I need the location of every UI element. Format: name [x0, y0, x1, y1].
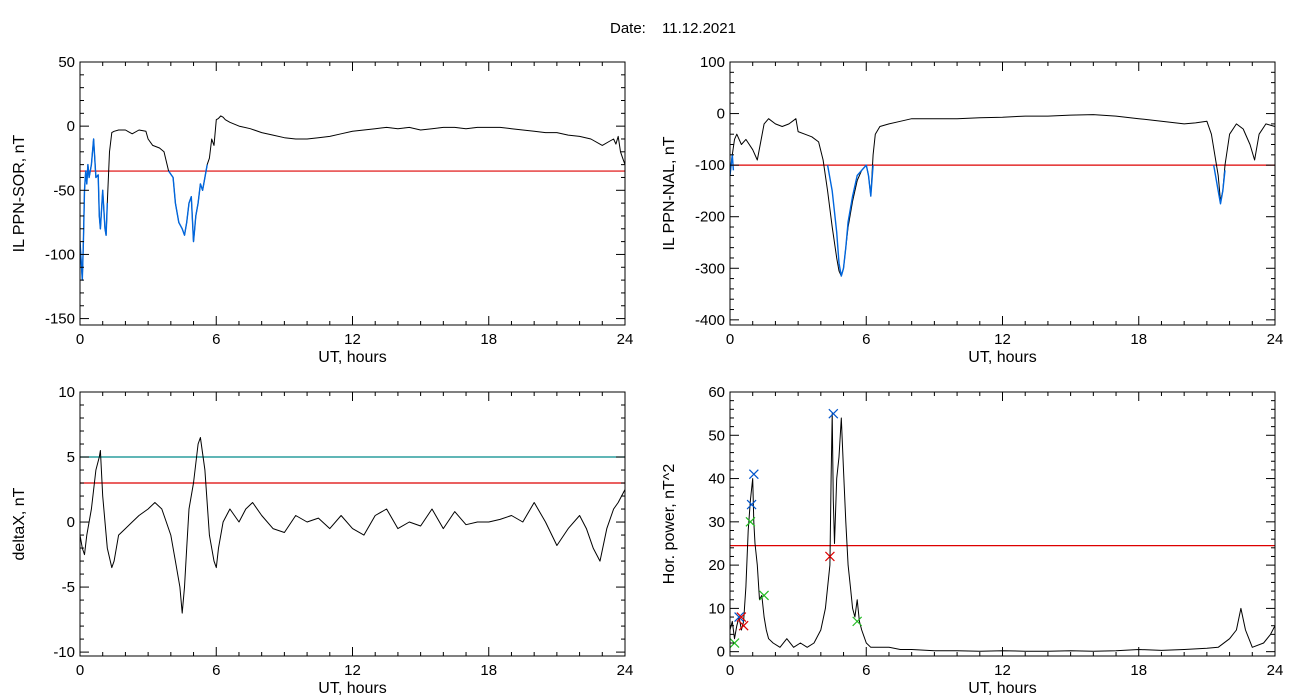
x-tick-label: 6	[862, 662, 870, 679]
marker-x	[824, 551, 835, 562]
plot-frame	[729, 61, 1276, 326]
marker-stroke	[729, 638, 740, 648]
y-tick-label: 0	[67, 118, 75, 135]
y-tick-label: 100	[700, 54, 725, 71]
x-tick-label: 12	[344, 331, 361, 348]
x-tick-label: 6	[212, 662, 220, 679]
x-tick-label: 18	[480, 331, 497, 348]
marker-x	[828, 408, 839, 419]
plot-frame	[729, 391, 1276, 657]
x-axis-title: UT, hours	[968, 680, 1036, 697]
y-tick-label: 10	[708, 600, 725, 617]
panel-hor: 0 6 12 18 24 0 10 20 30 40 50 60 UT, hours Hor. power…	[661, 384, 1283, 697]
x-axis-title: UT, hours	[318, 680, 386, 697]
x-axis-title: UT, hours	[968, 349, 1036, 366]
marker-x	[734, 612, 745, 622]
y-axis-title: IL PPN-SOR, nT	[11, 134, 28, 252]
y-tick-label: 50	[58, 54, 75, 71]
x-tick-label: 0	[726, 662, 734, 679]
marker-stroke	[852, 616, 863, 627]
marker-stroke	[748, 469, 759, 480]
x-tick-label: 24	[1267, 662, 1284, 679]
marker-stroke	[759, 590, 769, 601]
x-tick-label: 24	[617, 662, 634, 679]
series-line	[730, 114, 1275, 277]
x-tick-label: 18	[480, 662, 497, 679]
y-axis-title: deltaX, nT	[11, 487, 28, 560]
y-axis-title: Hor. power, nT^2	[661, 464, 678, 585]
marker-x	[745, 516, 756, 527]
series-line	[730, 413, 1275, 652]
y-tick-label: 0	[67, 514, 75, 531]
marker-stroke	[828, 408, 839, 419]
y-tick-label: 40	[708, 471, 725, 488]
panel-sor: 0 6 12 18 24 -150 -100 -50 0 50 UT, hours IL PPN-SO…	[11, 54, 633, 366]
x-tick-label: 18	[1130, 331, 1147, 348]
marker-x	[736, 612, 747, 622]
x-tick-label: 24	[1267, 331, 1284, 348]
series-line	[80, 437, 625, 614]
date-label: Date:	[610, 20, 646, 37]
y-tick-label: -50	[53, 182, 75, 199]
y-tick-label: 5	[67, 449, 75, 466]
x-tick-label: 18	[1130, 662, 1147, 679]
y-tick-label: -300	[695, 260, 725, 277]
x-tick-label: 6	[862, 331, 870, 348]
y-tick-label: 10	[58, 384, 75, 401]
y-tick-label: -150	[45, 311, 75, 328]
series-line	[80, 115, 625, 281]
panel-deltax: 0 6 12 18 24 -10 -5 0 5 10 UT, hours deltaX, nT	[11, 384, 633, 697]
marker-x	[746, 499, 757, 510]
marker-stroke	[746, 499, 757, 510]
series-line	[826, 164, 874, 277]
marker-stroke	[745, 516, 756, 527]
x-tick-label: 24	[617, 331, 634, 348]
y-tick-label: -200	[695, 209, 725, 226]
x-tick-label: 12	[994, 331, 1011, 348]
plot-frame	[79, 391, 626, 657]
panel-nal: 0 6 12 18 24 -400 -300 -200 -100 0 100 UT, hours IL …	[661, 54, 1283, 366]
marker-x	[759, 590, 769, 601]
y-tick-label: -400	[695, 312, 725, 329]
series-line	[1213, 164, 1226, 205]
y-tick-label: 60	[708, 384, 725, 401]
y-tick-label: 0	[717, 106, 725, 123]
y-tick-label: -100	[45, 246, 75, 263]
x-tick-label: 0	[726, 331, 734, 348]
y-tick-label: 20	[708, 557, 725, 574]
x-axis-title: UT, hours	[318, 349, 386, 366]
marker-stroke	[738, 620, 749, 631]
y-tick-label: -100	[695, 157, 725, 174]
marker-stroke	[734, 612, 745, 622]
marker-x	[729, 638, 740, 648]
marker-x	[748, 469, 759, 480]
y-tick-label: -5	[62, 579, 75, 596]
x-tick-label: 0	[76, 331, 84, 348]
y-tick-label: -10	[53, 644, 75, 661]
plot-frame	[79, 61, 626, 326]
x-tick-label: 6	[212, 331, 220, 348]
x-tick-label: 12	[994, 662, 1011, 679]
marker-stroke	[824, 551, 835, 562]
date-value: 11.12.2021	[662, 20, 736, 37]
x-tick-label: 0	[76, 662, 84, 679]
x-tick-label: 12	[344, 662, 361, 679]
series-line	[80, 138, 108, 281]
y-tick-label: 0	[717, 644, 725, 661]
y-axis-title: IL PPN-NAL, nT	[661, 136, 678, 250]
y-tick-label: 30	[708, 514, 725, 531]
marker-stroke	[736, 612, 747, 622]
marker-x	[852, 616, 863, 627]
series-line	[168, 164, 208, 243]
marker-x	[738, 620, 749, 631]
y-tick-label: 50	[708, 427, 725, 444]
